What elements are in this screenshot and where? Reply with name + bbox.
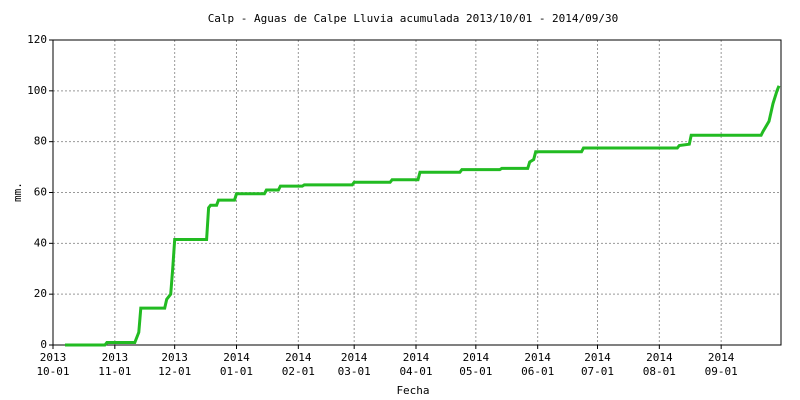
x-tick-label: 07-01 xyxy=(581,365,614,378)
x-tick-label: 12-01 xyxy=(158,365,191,378)
x-tick-label: 2014 xyxy=(341,351,368,364)
x-tick-label: 2013 xyxy=(161,351,188,364)
y-tick-label: 20 xyxy=(34,287,47,300)
x-tick-label: 03-01 xyxy=(338,365,371,378)
x-tick-label: 2014 xyxy=(403,351,430,364)
y-tick-label: 100 xyxy=(27,84,47,97)
y-axis-label: mm. xyxy=(11,182,24,202)
x-tick-label: 2013 xyxy=(102,351,129,364)
y-tick-label: 120 xyxy=(27,33,47,46)
x-tick-label: 2014 xyxy=(285,351,312,364)
x-tick-label: 2014 xyxy=(463,351,490,364)
x-tick-label: 2014 xyxy=(646,351,673,364)
x-tick-label: 2014 xyxy=(524,351,551,364)
x-tick-label: 06-01 xyxy=(521,365,554,378)
x-tick-label: 05-01 xyxy=(459,365,492,378)
plot-frame xyxy=(52,39,782,346)
x-tick-label: 11-01 xyxy=(98,365,131,378)
x-tick-label: 08-01 xyxy=(643,365,676,378)
data-line xyxy=(65,85,781,347)
y-tick-label: 80 xyxy=(34,135,47,148)
x-tick-label: 2013 xyxy=(40,351,67,364)
x-tick-label: 2014 xyxy=(708,351,735,364)
x-tick-label: 04-01 xyxy=(399,365,432,378)
x-tick-label: 01-01 xyxy=(220,365,253,378)
y-tick-label: 60 xyxy=(34,186,47,199)
x-tick-label: 02-01 xyxy=(282,365,315,378)
chart-title: Calp - Aguas de Calpe Lluvia acumulada 2… xyxy=(208,12,619,25)
x-tick-label: 2014 xyxy=(223,351,250,364)
x-tick-label: 10-01 xyxy=(36,365,69,378)
y-tick-label: 40 xyxy=(34,236,47,249)
x-tick-label: 09-01 xyxy=(705,365,738,378)
x-tick-label: 2014 xyxy=(584,351,611,364)
y-tick-label: 0 xyxy=(40,338,47,351)
x-axis-label: Fecha xyxy=(396,384,429,397)
